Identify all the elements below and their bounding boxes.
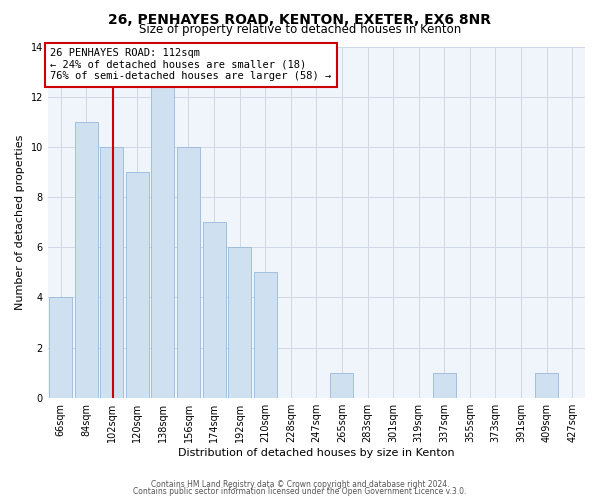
Text: 26 PENHAYES ROAD: 112sqm
← 24% of detached houses are smaller (18)
76% of semi-d: 26 PENHAYES ROAD: 112sqm ← 24% of detach… (50, 48, 332, 82)
Bar (126, 172, 149, 398)
Bar (74, 122, 98, 398)
Bar (535, 372, 558, 398)
Text: Size of property relative to detached houses in Kenton: Size of property relative to detached ho… (139, 22, 461, 36)
Bar (228, 247, 251, 398)
Bar (254, 272, 277, 398)
Text: Contains HM Land Registry data © Crown copyright and database right 2024.: Contains HM Land Registry data © Crown c… (151, 480, 449, 489)
Bar (100, 147, 123, 398)
Bar (433, 372, 456, 398)
Text: 26, PENHAYES ROAD, KENTON, EXETER, EX6 8NR: 26, PENHAYES ROAD, KENTON, EXETER, EX6 8… (109, 12, 491, 26)
Text: Contains public sector information licensed under the Open Government Licence v.: Contains public sector information licen… (133, 487, 467, 496)
Bar (177, 147, 200, 398)
Bar (49, 298, 72, 398)
Bar (151, 72, 175, 398)
X-axis label: Distribution of detached houses by size in Kenton: Distribution of detached houses by size … (178, 448, 455, 458)
Bar (331, 372, 353, 398)
Y-axis label: Number of detached properties: Number of detached properties (15, 134, 25, 310)
Bar (203, 222, 226, 398)
